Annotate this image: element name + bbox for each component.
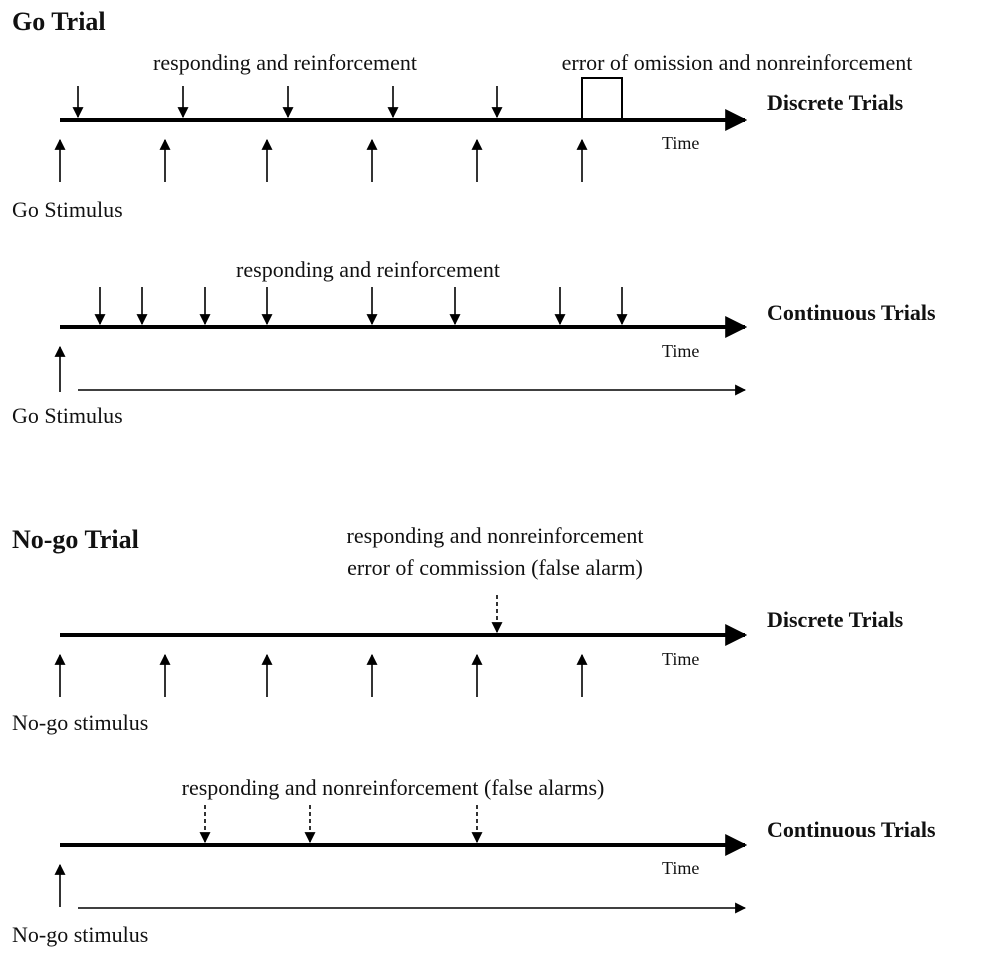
section-title: No-go Trial [12,525,139,554]
label: error of commission (false alarm) [347,555,643,580]
mode-label: Continuous Trials [767,817,936,842]
stimulus-label: No-go stimulus [12,922,148,947]
stimulus-label: Go Stimulus [12,403,123,428]
mode-label: Discrete Trials [767,607,904,632]
label: responding and reinforcement [236,257,500,282]
label: responding and nonreinforcement [347,523,644,548]
axis-label: Time [662,649,699,669]
axis-label: Time [662,133,699,153]
label: responding and nonreinforcement (false a… [182,775,605,800]
stimulus-label: Go Stimulus [12,197,123,222]
mode-label: Discrete Trials [767,90,904,115]
section-title: Go Trial [12,7,106,36]
omission-box [581,77,623,121]
label: responding and reinforcement [153,50,417,75]
axis-label: Time [662,341,699,361]
axis-label: Time [662,858,699,878]
stimulus-label: No-go stimulus [12,710,148,735]
mode-label: Continuous Trials [767,300,936,325]
label: error of omission and nonreinforcement [562,50,913,75]
